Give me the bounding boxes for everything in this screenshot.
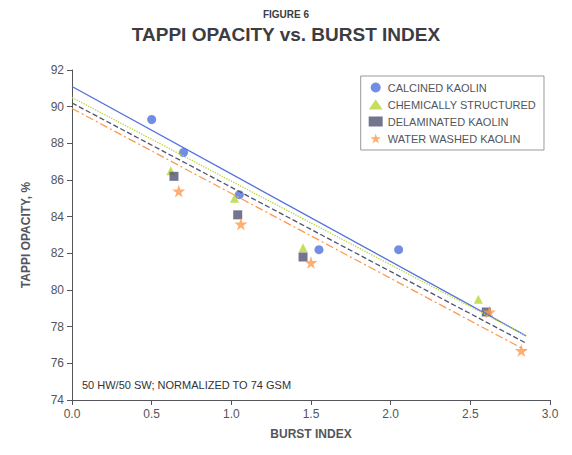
svg-text:88: 88 xyxy=(51,136,65,150)
svg-text:1.0: 1.0 xyxy=(223,407,240,421)
svg-text:90: 90 xyxy=(51,100,65,114)
svg-text:FIGURE 6: FIGURE 6 xyxy=(263,9,310,20)
svg-text:80: 80 xyxy=(51,283,65,297)
svg-text:76: 76 xyxy=(51,356,65,370)
svg-text:BURST INDEX: BURST INDEX xyxy=(270,427,351,441)
svg-text:84: 84 xyxy=(51,210,65,224)
svg-text:1.5: 1.5 xyxy=(303,407,320,421)
svg-text:CHEMICALLY STRUCTURED: CHEMICALLY STRUCTURED xyxy=(388,99,536,111)
svg-text:3.0: 3.0 xyxy=(542,407,559,421)
svg-text:0.5: 0.5 xyxy=(143,407,160,421)
svg-text:2.5: 2.5 xyxy=(462,407,479,421)
svg-text:0.0: 0.0 xyxy=(64,407,81,421)
svg-text:WATER WASHED KAOLIN: WATER WASHED KAOLIN xyxy=(388,133,521,145)
svg-text:DELAMINATED KAOLIN: DELAMINATED KAOLIN xyxy=(388,116,509,128)
svg-text:50 HW/50 SW; NORMALIZED TO 74: 50 HW/50 SW; NORMALIZED TO 74 GSM xyxy=(82,379,291,391)
svg-text:2.0: 2.0 xyxy=(382,407,399,421)
svg-text:92: 92 xyxy=(51,63,65,77)
svg-text:86: 86 xyxy=(51,173,65,187)
svg-text:TAPPI OPACITY vs. BURST INDEX: TAPPI OPACITY vs. BURST INDEX xyxy=(132,24,441,45)
svg-text:78: 78 xyxy=(51,320,65,334)
svg-text:82: 82 xyxy=(51,246,65,260)
svg-text:74: 74 xyxy=(51,393,65,407)
svg-text:TAPPI OPACITY, %: TAPPI OPACITY, % xyxy=(19,182,33,289)
svg-text:CALCINED KAOLIN: CALCINED KAOLIN xyxy=(388,82,487,94)
